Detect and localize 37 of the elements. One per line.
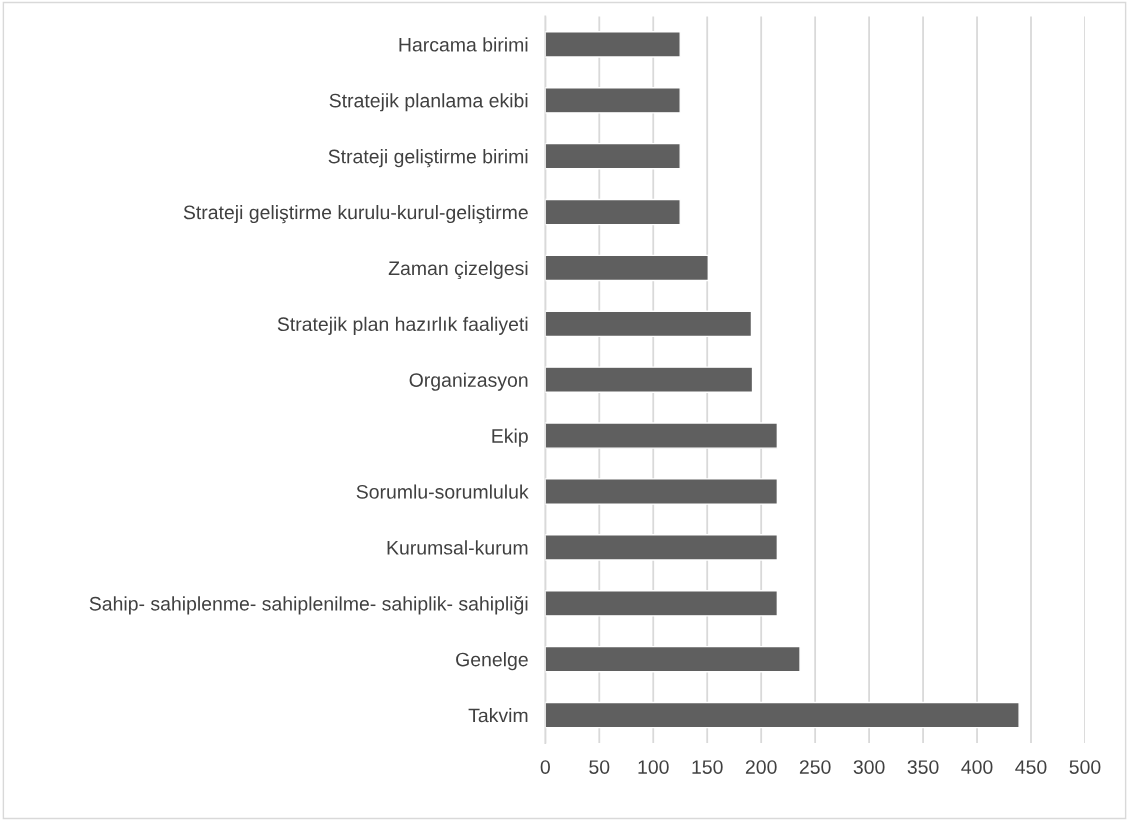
x-tick-label: 400 [961,760,993,774]
y-tick-label: Sorumlu-sorumluluk [356,484,529,499]
y-tick-label: Genelge [456,652,528,671]
x-tick-label: 0 [540,760,550,774]
x-tick-label: 100 [638,760,669,774]
x-tick-label: 350 [907,760,939,774]
y-tick-label: Kurumsal-kurum [387,540,528,555]
y-tick-label: Zaman çizelgesi [388,260,528,280]
bar [545,534,779,561]
x-tick-label: 250 [799,760,831,774]
x-tick-label: 200 [745,760,777,774]
bar [545,590,779,617]
bar [545,86,681,114]
y-tick-label: Organizasyon [409,372,528,391]
bar [545,366,754,393]
bar [545,478,779,505]
bar [545,310,753,338]
x-tick-label: 50 [589,760,610,774]
y-tick-label: Strateji geliştirme birimi [328,149,528,168]
bar [545,31,681,58]
y-tick-label: Ekip [492,428,528,447]
y-tick-label: Stratejik plan hazırlık faaliyeti [277,316,528,335]
bar [545,422,779,449]
bar [545,645,801,673]
y-tick-label: Harcama birimi [399,37,528,52]
x-tick-label: 150 [692,760,723,774]
bar [545,198,681,226]
x-tick-label: 450 [1015,760,1047,774]
y-tick-label: Sahip- sahiplenme- sahiplenilme- sahiplik- sahipliği [89,596,528,615]
y-tick-label: Strateji geliştirme kurulu-kurul-geliştirme [183,204,528,224]
bar [545,701,1020,729]
bar [545,142,681,170]
y-tick-label: Stratejik planlama ekibi [329,93,528,112]
y-tick-label: Takvim [468,708,528,723]
bar [545,254,709,282]
x-tick-label: 300 [853,760,885,774]
x-tick-label: 500 [1069,760,1101,774]
